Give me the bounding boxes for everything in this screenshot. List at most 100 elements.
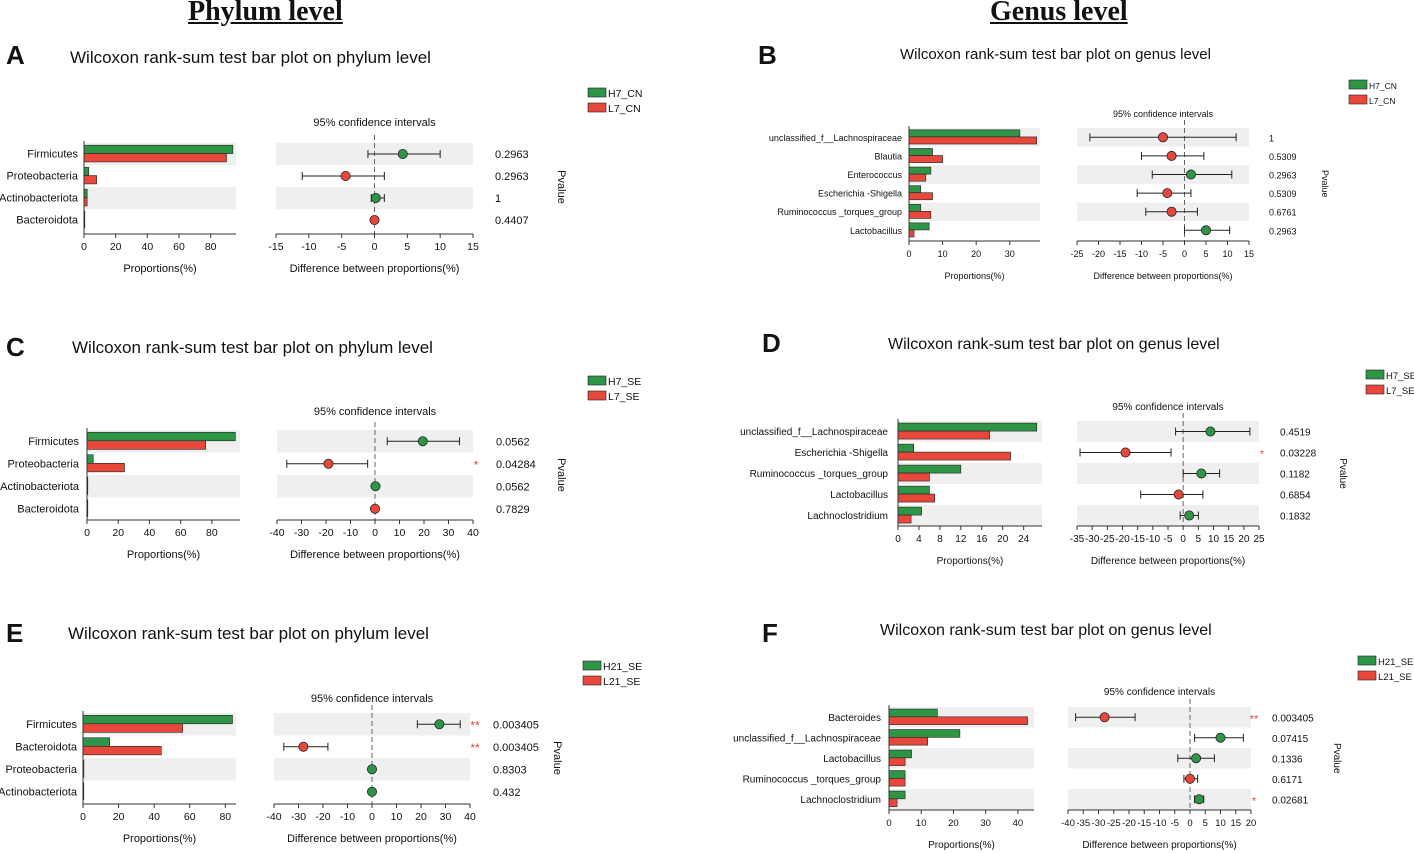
panel-b-bar-x-tick-label: 20	[971, 249, 981, 259]
panel-f-legend-swatch-l21_se	[1357, 670, 1377, 681]
panel-f-ci-x-tick-label: -15	[1137, 818, 1151, 829]
panel-f-bar-l21_se	[888, 798, 898, 807]
panel-d-pvalue: 0.1832	[1280, 512, 1311, 523]
panel-f-title: Wilcoxon rank-sum test bar plot on genus…	[880, 622, 1212, 639]
panel-b-legend-swatch-l7_cn	[1348, 94, 1368, 105]
panel-c-ci-title: 95% confidence intervals	[314, 406, 437, 418]
panel-d-category-label: unclassified_f__Lachnospiraceae	[740, 427, 888, 438]
panel-d-ci-x-tick-label: 25	[1253, 534, 1265, 545]
panel-d-ci-x-tick-label: 5	[1196, 534, 1202, 545]
panel-e-bar-l21_se	[82, 723, 183, 733]
panel-a-bar-x-tick-label: 0	[81, 241, 87, 253]
panel-c-bar-x-tick-label: 20	[112, 527, 124, 539]
panel-b-bar-l7_cn	[908, 155, 943, 163]
panel-a-pvalue: 0.2963	[495, 149, 529, 161]
panel-d-ci-x-tick-label: -25	[1100, 534, 1115, 545]
panel-e-ci-x-tick-label: 10	[391, 811, 403, 823]
panel-f-bar-x-tick-label: 0	[886, 818, 891, 829]
panel-d-legend-swatch-l7_se	[1365, 384, 1385, 395]
panel-e-ci-point	[434, 719, 445, 730]
panel-a-pvalue: 1	[495, 193, 501, 205]
panel-b-bar-x-tick-label: 30	[1005, 249, 1015, 259]
panel-d-ci-point	[1173, 489, 1184, 500]
panel-e-significance-star: **	[470, 741, 480, 755]
panel-b-ci-point	[1185, 169, 1196, 180]
panel-e-ci-x-label: Difference between proportions(%)	[287, 833, 457, 845]
panel-b-category-label: Escherichia -Shigella	[818, 189, 902, 199]
panel-c-significance-star: *	[474, 458, 479, 472]
panel-c-ci-point	[417, 436, 428, 447]
panel-f-ci-x-tick-label: 5	[1203, 818, 1208, 829]
panel-e-ci-x-tick-label: -20	[315, 811, 330, 823]
panel-b-pvalue: 0.6761	[1269, 208, 1297, 218]
panel-b-legend-label-h7_cn: H7_CN	[1369, 81, 1397, 91]
panel-a-ci-title: 95% confidence intervals	[313, 117, 436, 129]
panel-e-ci-x-tick-label: -10	[340, 811, 355, 823]
panel-c-bar-x-tick-label: 0	[84, 527, 90, 539]
panel-f-bar-l21_se	[888, 778, 906, 787]
panel-a-ci-x-tick-label: -15	[268, 241, 283, 253]
panel-e-ci-x-tick-label: 20	[415, 811, 427, 823]
panel-e-category-label: Proteobacteria	[5, 764, 77, 776]
panel-d-bar-h7_se	[897, 506, 922, 516]
panel-c-pvalue: 0.04284	[496, 459, 536, 471]
panel-e-legend-swatch-h21_se	[582, 660, 602, 671]
panel-f-bar-h21_se	[888, 790, 906, 800]
panel-f-category-label: unclassified_f__Lachnospiraceae	[733, 733, 881, 744]
panel-a-ci-point	[370, 192, 381, 203]
panel-c-ci-x-tick-label: -30	[294, 527, 309, 539]
panel-e-category-label: Bacteroidota	[15, 741, 78, 753]
panel-b-title: Wilcoxon rank-sum test bar plot on genus…	[900, 46, 1211, 63]
panel-f-ci-x-label: Difference between proportions(%)	[1082, 840, 1236, 851]
panel-c-bar-l7_se	[86, 462, 125, 473]
panel-b-legend-label-l7_cn: L7_CN	[1369, 96, 1395, 106]
panel-a-category-label: Bacteroidota	[16, 215, 79, 227]
panel-c-pvalue: 0.0562	[496, 481, 530, 493]
panel-f-pvalue: 0.02681	[1272, 795, 1309, 806]
panel-b-bar-l7_cn	[908, 211, 932, 219]
panel-e-title: Wilcoxon rank-sum test bar plot on phylu…	[68, 624, 429, 643]
panel-c-category-label: Bacteroidota	[17, 503, 80, 515]
panel-e-ci-point	[298, 741, 309, 752]
panel-b-category-label: Lactobacillus	[850, 226, 903, 236]
panel-e-bar-stripe	[83, 758, 236, 781]
panel-d-bar-x-tick-label: 8	[937, 534, 943, 545]
panel-f-ci-x-tick-label: -10	[1153, 818, 1167, 829]
panel-b-bar-stripe	[909, 165, 1040, 184]
panel-d-bar-h7_se	[897, 443, 915, 453]
panel-b-bar-stripe	[909, 202, 1040, 221]
panel-a-ci-point	[397, 148, 408, 159]
panel-c-legend-swatch-h7_se	[587, 375, 607, 386]
panel-c-ci-x-tick-label: 10	[394, 527, 406, 539]
panel-e-category-label: Actinobacteriota	[0, 786, 78, 798]
panel-d-bar-x-label: Proportions(%)	[937, 556, 1004, 567]
panel-d-ci-x-label: Difference between proportions(%)	[1091, 556, 1245, 567]
panel-d-category-label: Escherichia -Shigella	[795, 448, 889, 459]
panel-a-legend-swatch-h7_cn	[587, 87, 607, 98]
panel-e-ci-x-tick-label: 40	[464, 811, 476, 823]
panel-b-pvalue-axis-label: Pvalue	[1320, 170, 1330, 198]
panel-e-bar-l21_se	[82, 745, 162, 756]
panel-a-ci-point	[369, 214, 380, 225]
panel-b-bar-x-tick-label: 10	[938, 249, 948, 259]
panel-e-ci-title: 95% confidence intervals	[311, 693, 434, 705]
panel-d-bar-x-tick-label: 12	[955, 534, 967, 545]
panel-c-bar-x-tick-label: 40	[144, 527, 156, 539]
panel-e-bar-x-tick-label: 40	[148, 811, 160, 823]
panel-d-ci-point	[1120, 447, 1131, 458]
panel-a-pvalue: 0.4407	[495, 215, 529, 227]
panel-e-pvalue-axis-label: Pvalue	[551, 741, 563, 775]
panel-e-pvalue: 0.003405	[493, 742, 539, 754]
panel-c-category-label: Proteobacteria	[7, 458, 79, 470]
panel-d-bar-h7_se	[897, 485, 930, 495]
panel-b-ci-x-tick-label: -25	[1070, 249, 1083, 259]
panel-d-pvalue: 0.6854	[1280, 491, 1311, 502]
panel-d-legend-swatch-h7_se	[1365, 369, 1385, 380]
panel-f-significance-star: *	[1252, 795, 1257, 807]
panel-b-pvalue: 0.2963	[1269, 171, 1297, 181]
panel-d-significance-star: *	[1260, 449, 1265, 461]
panel-b-bar-h7_cn	[908, 222, 930, 231]
panel-d-bar-x-tick-label: 24	[1018, 534, 1030, 545]
panel-a-pvalue: 0.2963	[495, 171, 529, 183]
